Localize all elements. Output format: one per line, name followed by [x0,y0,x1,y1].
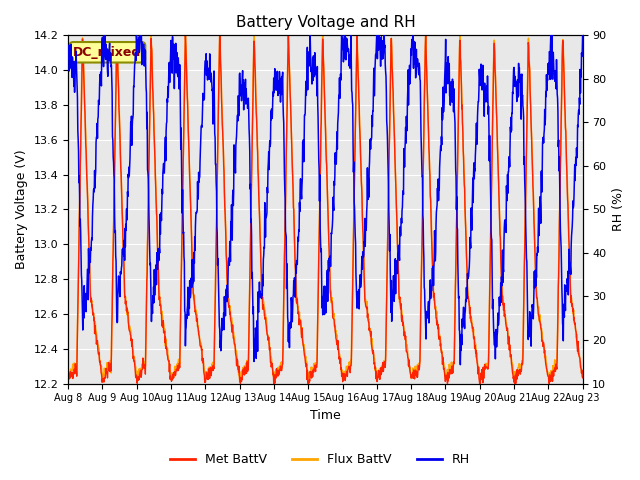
Y-axis label: Battery Voltage (V): Battery Voltage (V) [15,150,28,269]
Legend: Met BattV, Flux BattV, RH: Met BattV, Flux BattV, RH [165,448,475,471]
Text: DC_mixed: DC_mixed [74,46,141,59]
X-axis label: Time: Time [310,409,340,422]
Y-axis label: RH (%): RH (%) [612,188,625,231]
Title: Battery Voltage and RH: Battery Voltage and RH [236,15,415,30]
